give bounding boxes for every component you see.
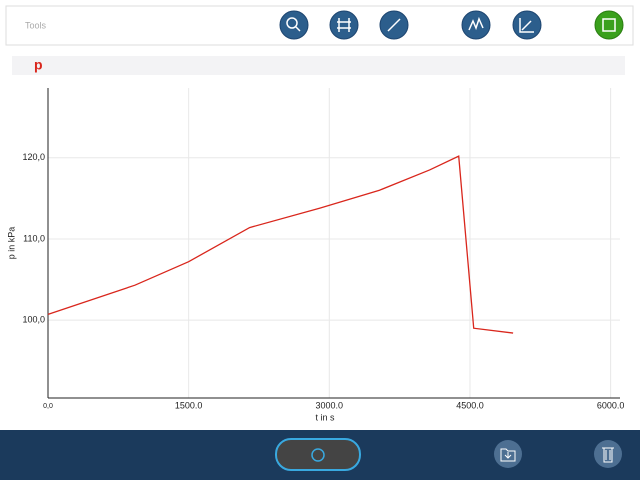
chart-title: p	[34, 57, 43, 73]
fullscreen-button[interactable]	[594, 10, 624, 40]
x-axis-label: t in s	[315, 412, 335, 422]
x-tick-label: 1500.0	[175, 400, 203, 410]
record-button[interactable]	[275, 438, 361, 471]
icon	[519, 18, 534, 33]
icon	[337, 18, 351, 32]
icon	[295, 26, 301, 32]
plot: 100,0 110,0 120,0 0,0 1500.0 3000.0 4500.0 6000…	[22, 88, 624, 410]
chart-header	[12, 56, 625, 75]
delete-button[interactable]	[594, 440, 622, 468]
x-tick-label: 6000.0	[597, 400, 625, 410]
toolbar-label: Tools	[25, 20, 47, 30]
zoom-button[interactable]	[279, 10, 309, 40]
x-tick-label: 4500.0	[456, 400, 484, 410]
icon	[387, 18, 401, 32]
y-axis-label: p in kPa	[6, 227, 16, 260]
data-line	[47, 155, 514, 334]
tool-icons	[286, 16, 616, 33]
delete-icon	[602, 447, 614, 463]
y-tick-label: 100,0	[22, 314, 45, 324]
x-tick-label: 3000.0	[316, 400, 344, 410]
icon	[602, 18, 616, 32]
icon	[468, 16, 484, 31]
x-tick-label: 0,0	[43, 403, 53, 410]
y-tick-label: 110,0	[23, 233, 45, 243]
save-icon	[500, 448, 516, 462]
fit-button[interactable]	[461, 10, 491, 40]
icon	[286, 17, 298, 29]
y-tick-label: 120,0	[22, 152, 45, 162]
record-icon	[311, 448, 325, 462]
grid-button[interactable]	[329, 10, 359, 40]
